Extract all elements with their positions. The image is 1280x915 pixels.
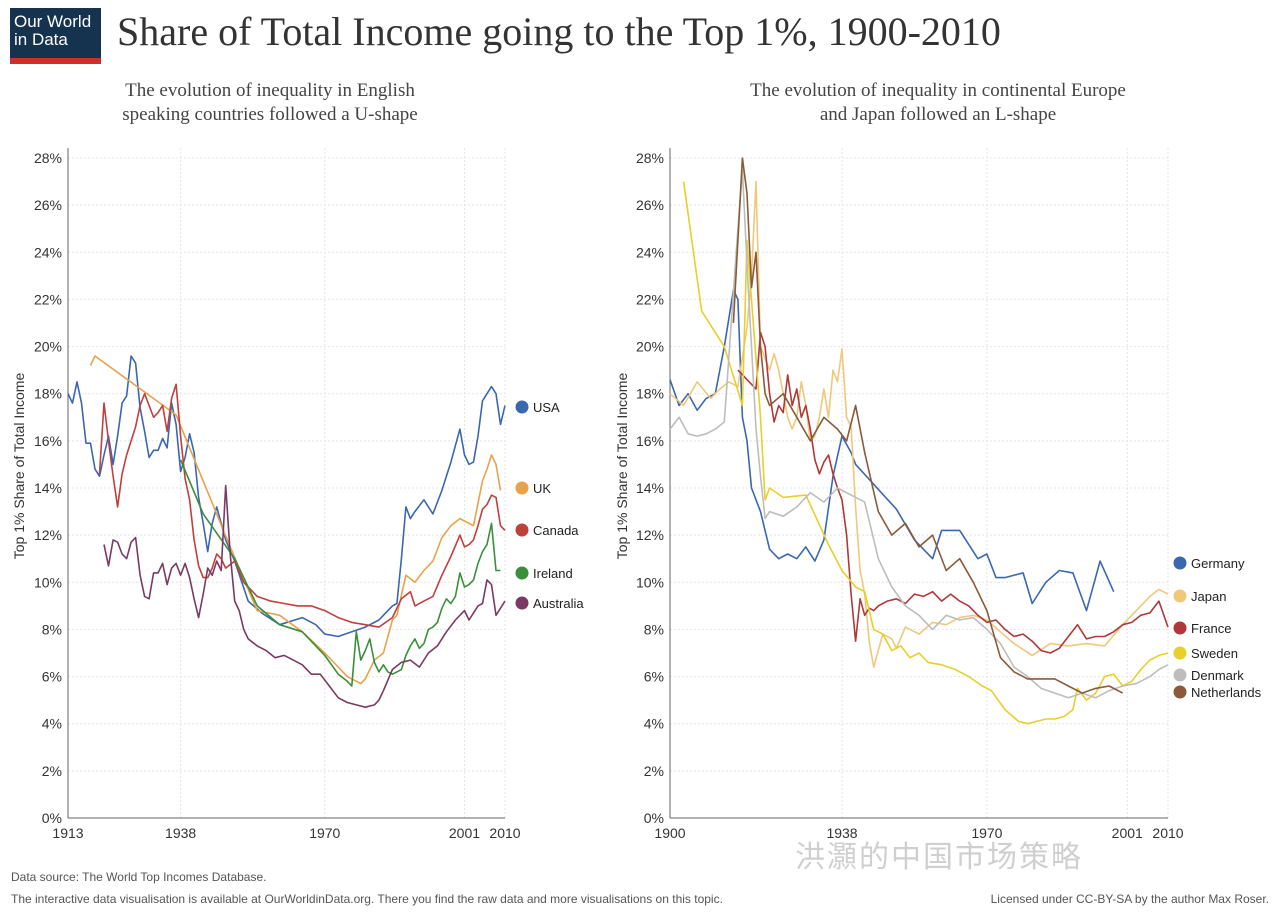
x-tick-label: 2001 bbox=[1112, 825, 1143, 841]
y-tick-label: 22% bbox=[636, 291, 664, 307]
legend-label-germany: Germany bbox=[1191, 556, 1245, 571]
y-tick-label: 4% bbox=[42, 716, 62, 732]
y-tick-label: 0% bbox=[42, 810, 62, 826]
legend-label-uk: UK bbox=[533, 481, 551, 496]
y-tick-label: 12% bbox=[34, 527, 62, 543]
y-axis-label: Top 1% Share of Total Income bbox=[614, 373, 630, 560]
series-line-denmark bbox=[669, 169, 1169, 699]
legend-marker-japan bbox=[1173, 589, 1187, 603]
legend-label-denmark: Denmark bbox=[1191, 668, 1244, 683]
y-tick-label: 26% bbox=[636, 197, 664, 213]
y-tick-label: 18% bbox=[34, 386, 62, 402]
data-source-note: Data source: The World Top Incomes Datab… bbox=[11, 870, 267, 884]
y-tick-label: 14% bbox=[636, 480, 664, 496]
legend-label-netherlands: Netherlands bbox=[1191, 685, 1262, 700]
series-line-australia bbox=[103, 484, 506, 709]
y-tick-label: 24% bbox=[636, 244, 664, 260]
y-tick-label: 16% bbox=[34, 433, 62, 449]
legend-label-sweden: Sweden bbox=[1191, 646, 1238, 661]
y-tick-label: 4% bbox=[644, 716, 664, 732]
series-line-uk bbox=[89, 355, 502, 685]
x-tick-label: 2001 bbox=[449, 825, 480, 841]
y-tick-label: 6% bbox=[42, 669, 62, 685]
x-tick-label: 1970 bbox=[309, 825, 340, 841]
chart-subtitle-line-1: The evolution of inequality in English bbox=[125, 80, 415, 101]
legend-marker-uk bbox=[515, 481, 529, 495]
series-line-usa bbox=[67, 355, 506, 638]
y-tick-label: 16% bbox=[636, 433, 664, 449]
legend-marker-ireland bbox=[515, 566, 529, 580]
watermark: 洪灝的中国市场策略 bbox=[795, 840, 1083, 875]
chart-subtitle-line-2: and Japan followed an L-shape bbox=[820, 104, 1056, 125]
page-title: Share of Total Income going to the Top 1… bbox=[117, 9, 1001, 54]
legend-label-canada: Canada bbox=[533, 523, 579, 538]
y-tick-label: 26% bbox=[34, 197, 62, 213]
license-note: Licensed under CC-BY-SA by the author Ma… bbox=[990, 892, 1269, 906]
logo-line-2: in Data bbox=[14, 30, 68, 49]
owid-logo: Our World in Data bbox=[10, 8, 101, 64]
y-tick-label: 8% bbox=[42, 621, 62, 637]
y-tick-label: 8% bbox=[644, 621, 664, 637]
y-tick-label: 28% bbox=[636, 150, 664, 166]
series-line-japan bbox=[669, 180, 1169, 668]
series-line-canada bbox=[98, 383, 506, 628]
y-tick-label: 0% bbox=[644, 810, 664, 826]
legend-marker-australia bbox=[515, 596, 529, 610]
x-tick-label: 1938 bbox=[826, 825, 857, 841]
y-tick-label: 20% bbox=[34, 339, 62, 355]
legend-label-australia: Australia bbox=[533, 596, 584, 611]
series-line-netherlands bbox=[732, 157, 1124, 694]
legend-marker-canada bbox=[515, 523, 529, 537]
y-tick-label: 20% bbox=[636, 339, 664, 355]
y-tick-label: 22% bbox=[34, 291, 62, 307]
x-tick-label: 1938 bbox=[165, 825, 196, 841]
series-line-sweden bbox=[682, 181, 1169, 725]
legend-label-ireland: Ireland bbox=[533, 566, 573, 581]
legend-marker-germany bbox=[1173, 556, 1187, 570]
y-tick-label: 24% bbox=[34, 244, 62, 260]
x-tick-label: 2010 bbox=[1152, 825, 1183, 841]
y-tick-label: 6% bbox=[644, 669, 664, 685]
series-line-france bbox=[737, 331, 1169, 654]
interactive-note: The interactive data visualisation is av… bbox=[11, 892, 723, 906]
legend-marker-usa bbox=[515, 400, 529, 414]
y-tick-label: 18% bbox=[636, 386, 664, 402]
x-tick-label: 1913 bbox=[52, 825, 83, 841]
x-tick-label: 1900 bbox=[654, 825, 685, 841]
legend-label-japan: Japan bbox=[1191, 589, 1226, 604]
y-tick-label: 28% bbox=[34, 150, 62, 166]
legend-marker-sweden bbox=[1173, 646, 1187, 660]
y-tick-label: 2% bbox=[42, 763, 62, 779]
legend-marker-netherlands bbox=[1173, 685, 1187, 699]
series-line-ireland bbox=[179, 459, 501, 687]
legend-label-france: France bbox=[1191, 621, 1231, 636]
chart-subtitle-line-2: speaking countries followed a U-shape bbox=[122, 104, 417, 125]
y-tick-label: 14% bbox=[34, 480, 62, 496]
x-tick-label: 2010 bbox=[489, 825, 520, 841]
legend-label-usa: USA bbox=[533, 400, 560, 415]
y-tick-label: 12% bbox=[636, 527, 664, 543]
x-tick-label: 1970 bbox=[971, 825, 1002, 841]
y-tick-label: 10% bbox=[34, 574, 62, 590]
series-line-germany bbox=[669, 289, 1115, 612]
chart-subtitle-line-1: The evolution of inequality in continent… bbox=[750, 80, 1126, 101]
y-tick-label: 10% bbox=[636, 574, 664, 590]
legend-marker-france bbox=[1173, 621, 1187, 635]
logo-line-1: Our World bbox=[14, 12, 92, 31]
y-axis-label: Top 1% Share of Total Income bbox=[11, 373, 27, 560]
legend-marker-denmark bbox=[1173, 668, 1187, 682]
y-tick-label: 2% bbox=[644, 763, 664, 779]
